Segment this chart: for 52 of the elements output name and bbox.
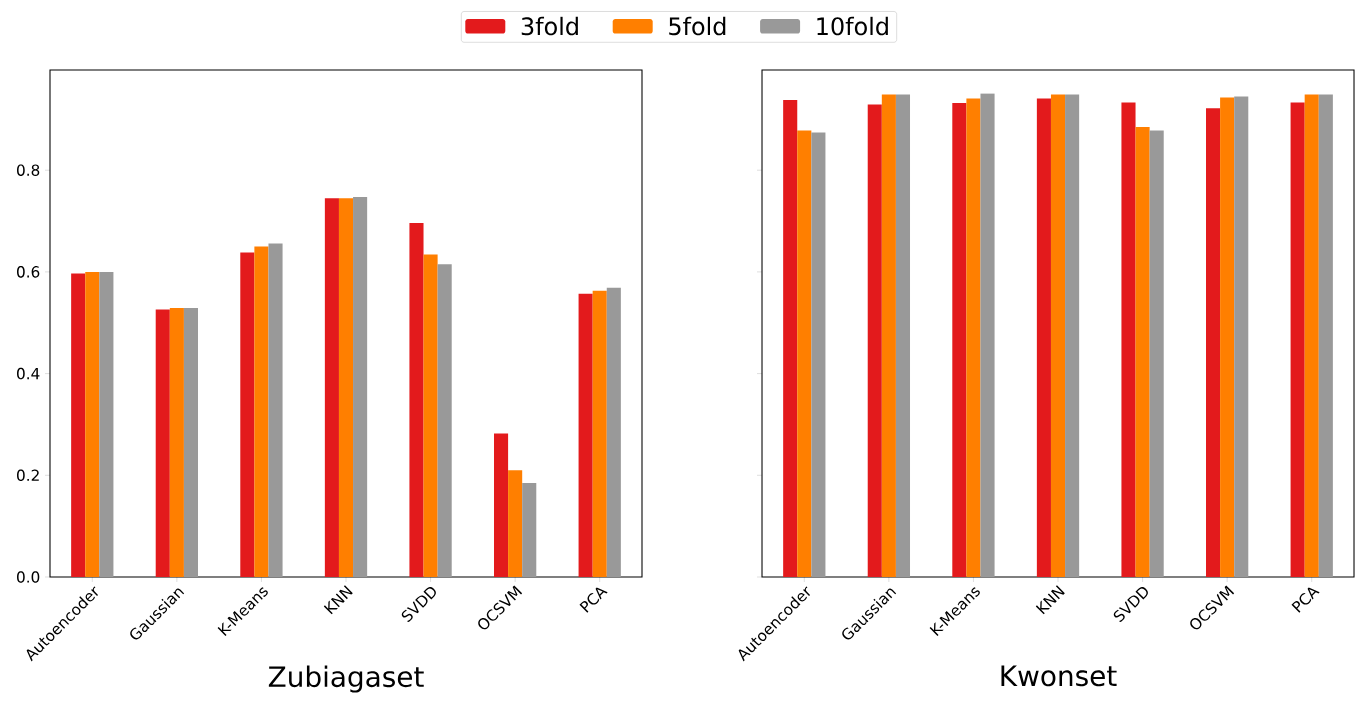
bar — [1121, 102, 1136, 577]
bar — [1050, 94, 1066, 577]
bar — [1149, 130, 1164, 577]
bar — [240, 252, 255, 577]
bar — [606, 287, 621, 577]
bar — [966, 98, 981, 577]
bar — [338, 198, 354, 577]
bar — [71, 273, 86, 577]
bar — [1234, 96, 1249, 577]
bar — [409, 223, 424, 577]
bar — [169, 307, 184, 577]
bar — [1135, 126, 1150, 577]
y-tick-label: 0.6 — [17, 266, 40, 278]
bar — [592, 290, 607, 577]
bar — [85, 271, 100, 577]
bar — [797, 130, 812, 577]
y-tick-label: 0.0 — [17, 571, 40, 583]
bar — [895, 94, 911, 577]
x-axis-title: Zubiagaset — [268, 665, 424, 693]
bar — [437, 264, 452, 577]
bar — [980, 93, 995, 577]
bar — [1036, 98, 1051, 577]
bar — [99, 271, 114, 577]
bar — [155, 309, 170, 577]
y-tick-label: 0.4 — [17, 367, 40, 380]
legend-label: 3fold — [521, 16, 578, 36]
bar — [1206, 108, 1221, 577]
bar — [522, 482, 537, 577]
bar — [881, 94, 896, 577]
legend-label: 10fold — [817, 16, 888, 36]
y-tick-label: 0.8 — [17, 164, 40, 176]
bar — [1318, 94, 1333, 577]
bar — [1065, 94, 1080, 577]
x-axis-title: Kwonset — [1001, 665, 1117, 687]
bar — [494, 433, 509, 577]
bar — [268, 243, 283, 577]
bar — [952, 103, 967, 577]
bar — [867, 104, 882, 577]
bar — [254, 246, 269, 577]
bar — [578, 293, 593, 577]
bar — [1220, 97, 1235, 577]
bar — [1304, 94, 1319, 577]
bar — [183, 307, 198, 577]
bar — [811, 132, 826, 577]
bar — [324, 198, 339, 577]
bar — [783, 99, 798, 577]
y-tick-label: 0.2 — [17, 469, 39, 482]
bar — [1290, 102, 1305, 577]
bar — [423, 254, 438, 577]
bar — [508, 470, 523, 577]
legend-label: 5fold — [669, 16, 726, 36]
bar — [353, 197, 368, 577]
